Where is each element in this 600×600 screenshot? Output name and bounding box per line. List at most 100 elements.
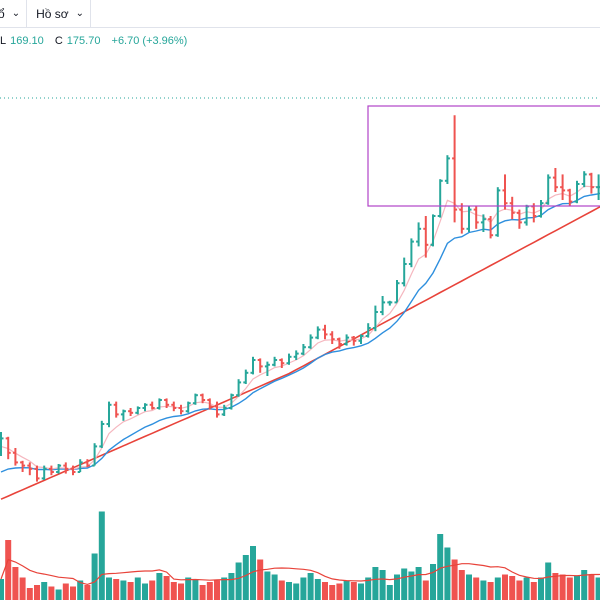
ohlc-bar <box>41 465 47 480</box>
ohlc-bars <box>0 115 600 482</box>
volume-bar <box>106 577 112 600</box>
volume-bar <box>257 559 264 600</box>
ohlc-bar <box>495 187 501 237</box>
ohlc-bar <box>48 465 54 476</box>
ohlc-bar <box>466 206 472 232</box>
ohlc-bar <box>106 401 112 428</box>
volume-bar <box>264 571 271 600</box>
ohlc-bar <box>452 115 458 223</box>
ohlc-bar <box>430 214 436 247</box>
volume-bar <box>214 580 220 600</box>
volume-bar <box>545 562 552 600</box>
volume-bar <box>466 574 472 600</box>
low-label: L <box>0 35 7 47</box>
volume-average-line <box>0 558 600 586</box>
volume-bar <box>235 562 242 600</box>
volume-bar <box>343 580 350 600</box>
volume-bar <box>12 567 19 600</box>
volume-bar <box>48 586 55 600</box>
close-label: C <box>54 35 63 47</box>
ohlc-bar <box>437 179 443 218</box>
volume-bar <box>192 579 199 600</box>
volume-bar <box>178 583 184 600</box>
volume-bar <box>415 567 422 600</box>
ohlc-bar <box>473 206 479 229</box>
profile-dropdown-button[interactable]: Hồ sơ ⌄ <box>27 0 90 28</box>
volume-bar <box>300 577 307 600</box>
ohlc-bar <box>264 361 270 376</box>
ohlc-bar <box>380 296 386 316</box>
ohlc-legend: L 169.10 C 175.70 +6.70 (+3.96%) <box>0 35 191 47</box>
volume-bar <box>221 577 228 600</box>
ohlc-bar <box>552 168 558 192</box>
volume-bar <box>444 547 451 600</box>
ohlc-bar <box>444 155 450 184</box>
ohlc-bar <box>574 180 580 204</box>
ohlc-bar <box>488 216 494 239</box>
volume-bar <box>559 574 566 600</box>
consolidation-rectangle[interactable] <box>367 105 600 207</box>
volume-bar <box>170 582 177 600</box>
ohlc-bar <box>545 174 551 205</box>
volume-bar <box>530 582 537 600</box>
menu-dropdown-button[interactable]: ổ ⌄ <box>0 0 26 28</box>
volume-bar <box>98 511 105 600</box>
toolbar-divider <box>26 0 28 28</box>
ohlc-bar <box>308 334 314 349</box>
ohlc-bar <box>538 200 544 218</box>
volume-bar <box>41 582 48 600</box>
volume-bar <box>523 577 530 600</box>
ohlc-bar <box>365 323 371 338</box>
volume-bar <box>127 582 134 600</box>
ohlc-bar <box>164 398 170 408</box>
ohlc-bar <box>588 172 594 194</box>
volume-bar <box>401 568 408 600</box>
volume-bar <box>574 576 580 600</box>
ohlc-bar <box>408 238 414 268</box>
volume-bar <box>250 546 256 600</box>
volume-bar <box>286 582 292 600</box>
volume-bar <box>480 580 487 600</box>
volume-bar <box>19 577 26 600</box>
volume-bar <box>134 577 141 600</box>
ohlc-bar <box>286 353 292 365</box>
ohlc-bar <box>416 222 422 247</box>
ohlc-bar <box>200 393 206 404</box>
volume-bar <box>278 580 285 600</box>
volume-bar <box>314 579 321 600</box>
ohlc-bar <box>250 356 256 375</box>
ohlc-bar <box>516 209 522 229</box>
menu-label: ổ <box>0 6 5 21</box>
volume-bar <box>494 577 501 600</box>
volume-bar <box>163 576 170 600</box>
ohlc-bar <box>214 401 220 418</box>
volume-bar <box>538 577 544 600</box>
volume-bar <box>379 570 386 600</box>
volume-bar <box>595 577 600 600</box>
toolbar-divider <box>90 0 92 28</box>
volume-bar <box>365 577 372 600</box>
volume-bar <box>84 585 91 600</box>
ohlc-bar <box>5 436 11 460</box>
ohlc-bar <box>459 203 465 234</box>
ohlc-bar <box>423 216 429 258</box>
volume-bar <box>336 583 343 600</box>
ohlc-bar <box>344 334 350 346</box>
top-toolbar: ổ ⌄ Hồ sơ ⌄ <box>0 0 600 28</box>
volume-bar <box>26 588 33 600</box>
volume-bar <box>588 574 595 600</box>
ohlc-bar <box>135 406 141 415</box>
chevron-down-icon: ⌄ <box>75 8 85 19</box>
ohlc-bar <box>596 174 600 200</box>
volume-bar <box>70 586 76 600</box>
ohlc-bar <box>322 324 328 340</box>
ohlc-bar <box>156 398 162 410</box>
ohlc-bar <box>12 448 18 466</box>
volume-bar <box>458 570 465 600</box>
ohlc-bar <box>358 334 364 344</box>
ohlc-bar <box>207 398 213 410</box>
volume-bars <box>0 511 600 600</box>
volume-bar <box>149 580 156 600</box>
ohlc-bar <box>178 404 184 415</box>
